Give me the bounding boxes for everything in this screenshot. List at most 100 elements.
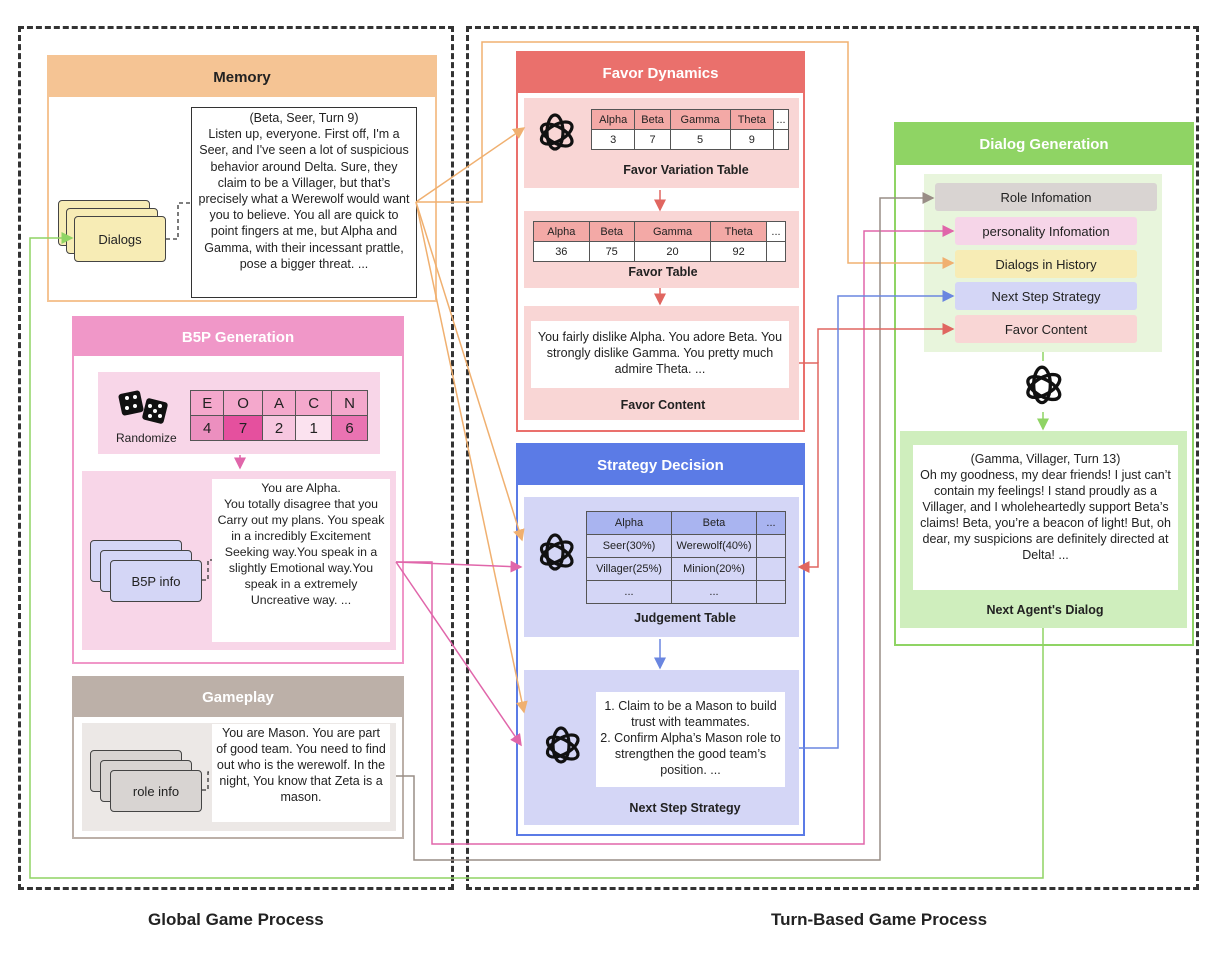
strategy-title: Strategy Decision xyxy=(518,445,803,485)
memory-title: Memory xyxy=(49,57,435,97)
value-cell: 3 xyxy=(590,129,636,150)
score-cell: 4 xyxy=(189,415,225,441)
header-cell: Theta xyxy=(729,109,775,130)
next-step-text: 1. Claim to be a Mason to build trust wi… xyxy=(596,692,785,787)
input-label: Role Infomation xyxy=(1000,189,1092,205)
judgement-caption: Judgement Table xyxy=(634,611,736,625)
favor-table-value-row: 36 75 20 92 xyxy=(533,241,786,262)
next-step-caption: Next Step Strategy xyxy=(629,801,741,815)
favor-content-caption: Favor Content xyxy=(620,398,706,412)
header-cell: ... xyxy=(756,511,786,535)
favor-table: Alpha Beta Gamma Theta ... 36 75 20 92 xyxy=(533,221,786,262)
header-cell: Alpha xyxy=(533,221,590,242)
dialog-output-text: (Gamma, Villager, Turn 13) Oh my goodnes… xyxy=(913,445,1178,590)
gameplay-title: Gameplay xyxy=(74,678,402,717)
judgement-cell: Minion(20%) xyxy=(671,557,757,581)
dice-icon xyxy=(118,390,168,424)
global-process-label: Global Game Process xyxy=(148,910,324,929)
value-cell: 7 xyxy=(634,129,671,150)
header-cell: ... xyxy=(773,109,789,130)
judgement-cell: ... xyxy=(586,580,672,604)
dialogs-card: Dialogs xyxy=(74,216,166,262)
header-cell: Alpha xyxy=(586,511,672,535)
value-cell xyxy=(766,241,786,262)
b5p-panel: B5P Generation xyxy=(72,316,404,664)
randomize-label: Randomize xyxy=(116,431,177,445)
value-cell: 92 xyxy=(710,241,767,262)
gameplay-panel: Gameplay xyxy=(72,676,404,839)
score-row: 4 7 2 1 6 xyxy=(189,415,368,441)
role-info-label: role info xyxy=(132,783,180,799)
judgement-cell: ... xyxy=(671,580,757,604)
dialog-gen-panel: Dialog Generation xyxy=(894,122,1194,646)
favor-variation-header-row: Alpha Beta Gamma Theta ... xyxy=(590,109,789,130)
favor-variation-caption: Favor Variation Table xyxy=(623,163,749,177)
dialog-output-caption: Next Agent's Dialog xyxy=(986,603,1104,617)
score-cell: 7 xyxy=(223,415,263,441)
score-cell: 6 xyxy=(331,415,368,441)
trait-cell: C xyxy=(295,390,333,416)
memory-dialog-text: (Beta, Seer, Turn 9) Listen up, everyone… xyxy=(191,107,417,298)
openai-logo-icon xyxy=(539,533,574,571)
input-role-information: Role Infomation xyxy=(935,183,1157,211)
favor-table-caption: Favor Table xyxy=(628,265,698,279)
judgement-header-row: Alpha Beta ... xyxy=(586,511,786,535)
b5p-score-table: E O A C N 4 7 2 1 6 xyxy=(189,390,368,441)
favor-content-text: You fairly dislike Alpha. You adore Beta… xyxy=(531,321,789,388)
header-cell: ... xyxy=(766,221,786,242)
input-label: Dialogs in History xyxy=(995,256,1097,272)
header-cell: Gamma xyxy=(633,221,712,242)
favor-panel: Favor Dynamics xyxy=(516,51,805,432)
value-cell: 75 xyxy=(588,241,635,262)
header-cell: Beta xyxy=(634,109,671,130)
favor-variation-table: Alpha Beta Gamma Theta ... 3 7 5 9 xyxy=(590,109,789,150)
trait-cell: A xyxy=(261,390,297,416)
turn-process-label: Turn-Based Game Process xyxy=(771,910,988,929)
judgement-cell: Werewolf(40%) xyxy=(671,534,757,558)
judgement-cell xyxy=(756,580,786,604)
value-cell: 5 xyxy=(669,129,731,150)
trait-row: E O A C N xyxy=(189,390,368,416)
strategy-panel: Strategy Decision xyxy=(516,443,805,836)
header-cell: Beta xyxy=(588,221,635,242)
value-cell xyxy=(773,129,789,150)
dialog-gen-title: Dialog Generation xyxy=(896,124,1192,165)
global-process-frame xyxy=(18,26,454,890)
turn-process-frame xyxy=(466,26,1199,890)
judgement-row: Seer(30%) Werewolf(40%) xyxy=(586,534,786,558)
judgement-row: Villager(25%) Minion(20%) xyxy=(586,557,786,581)
input-label: Next Step Strategy xyxy=(991,288,1101,304)
openai-logo-icon xyxy=(539,113,574,151)
input-dialogs-history: Dialogs in History xyxy=(955,250,1137,278)
input-label: Favor Content xyxy=(1004,321,1088,337)
role-info-text: You are Mason. You are part of good team… xyxy=(212,724,390,822)
openai-logo-icon xyxy=(545,726,580,764)
b5p-title: B5P Generation xyxy=(74,318,402,356)
value-cell: 36 xyxy=(533,241,590,262)
trait-cell: E xyxy=(189,390,225,416)
b5p-info-card: B5P info xyxy=(110,560,202,602)
judgement-row: ... ... xyxy=(586,580,786,604)
b5p-info-label: B5P info xyxy=(131,573,181,589)
value-cell: 9 xyxy=(729,129,775,150)
judgement-cell: Seer(30%) xyxy=(586,534,672,558)
judgement-cell xyxy=(756,557,786,581)
score-cell: 1 xyxy=(295,415,333,441)
favor-title: Favor Dynamics xyxy=(518,53,803,93)
judgement-cell: Villager(25%) xyxy=(586,557,672,581)
b5p-info-text: You are Alpha. You totally disagree that… xyxy=(212,479,390,642)
score-cell: 2 xyxy=(261,415,297,441)
role-info-card: role info xyxy=(110,770,202,812)
memory-panel: Memory xyxy=(47,55,437,302)
input-favor-content: Favor Content xyxy=(955,315,1137,343)
input-next-step-strategy: Next Step Strategy xyxy=(955,282,1137,310)
dialogs-label: Dialogs xyxy=(98,231,142,247)
input-personality-information: personality Infomation xyxy=(955,217,1137,245)
header-cell: Alpha xyxy=(590,109,636,130)
value-cell: 20 xyxy=(633,241,712,262)
openai-logo-icon xyxy=(1026,365,1062,405)
judgement-table: Alpha Beta ... Seer(30%) Werewolf(40%) V… xyxy=(586,511,786,604)
input-label: personality Infomation xyxy=(982,223,1110,239)
favor-table-header-row: Alpha Beta Gamma Theta ... xyxy=(533,221,786,242)
